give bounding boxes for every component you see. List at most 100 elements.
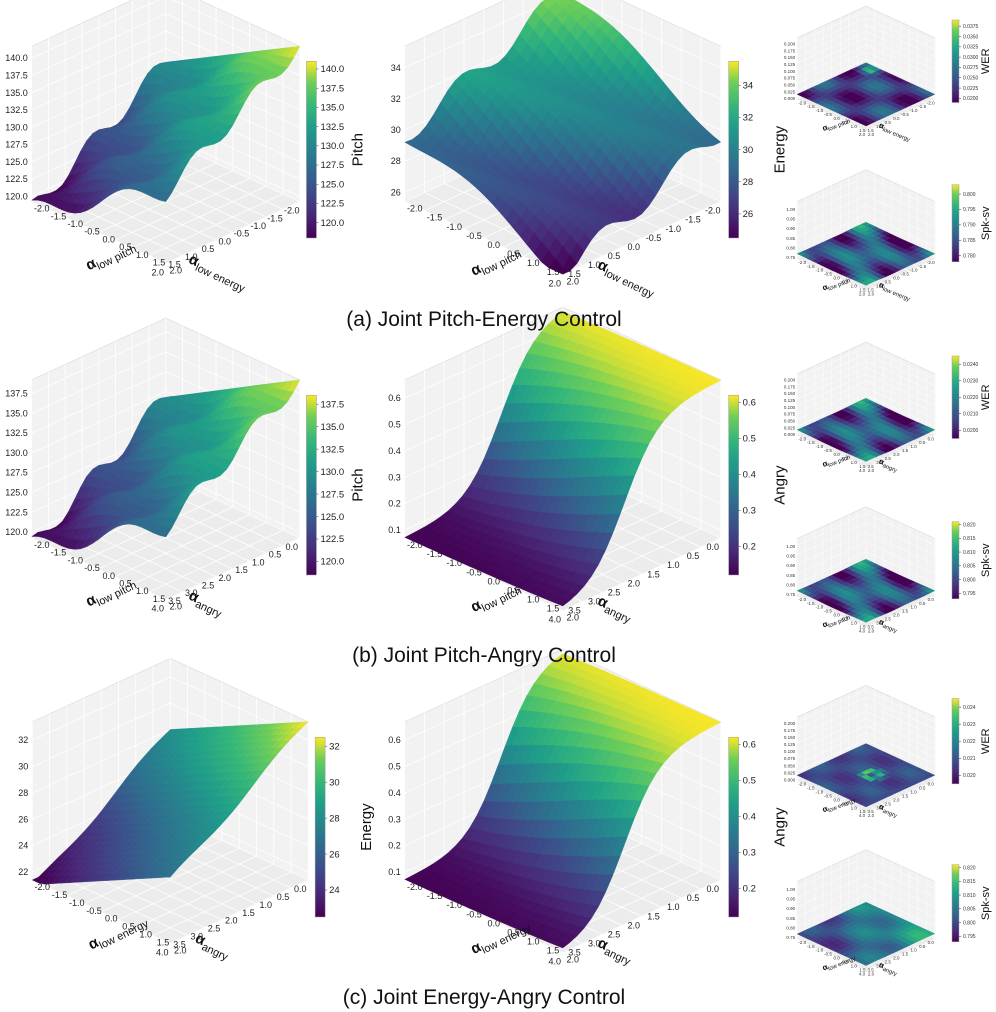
z-tick-label: 0.050 bbox=[784, 83, 796, 88]
colorbar-tick-label: 0.2 bbox=[743, 883, 756, 894]
colorbar-tick-label: 0.6 bbox=[743, 398, 756, 409]
x-tick-label: 1.5 bbox=[902, 952, 909, 957]
plot-b_angry: 0.00.51.01.52.02.53.03.54.0 2.01.51.00.50… bbox=[388, 306, 789, 627]
x-tick-label: 2.0 bbox=[225, 916, 238, 926]
plot-a_spk: -2.0-1.5-1.0-0.50.00.51.01.52.0 2.01.51.0… bbox=[786, 169, 992, 303]
z-tick-label: 0.125 bbox=[784, 62, 796, 67]
x-tick-label: 0.5 bbox=[687, 893, 700, 903]
colorbar-tick-label: 0.4 bbox=[743, 470, 756, 481]
z-tick-label: 34 bbox=[391, 63, 401, 73]
x-tick-label: 1.0 bbox=[667, 560, 680, 570]
colorbar-tick-label: 0.0350 bbox=[963, 34, 979, 40]
x-tick-label: 0.0 bbox=[928, 436, 935, 441]
z-tick-label: 125.0 bbox=[5, 488, 28, 498]
colorbar-tick-label: 0.0230 bbox=[963, 379, 979, 385]
z-tick-label: 0.90 bbox=[786, 226, 795, 231]
z-tick-label: 0.175 bbox=[784, 728, 796, 733]
y-tick-label: 0.0 bbox=[833, 797, 840, 802]
x-tick-label: 0.5 bbox=[269, 550, 282, 560]
y-tick-label: -1.5 bbox=[427, 891, 443, 901]
y-tick-label: -2.0 bbox=[798, 597, 806, 602]
colorbar-tick-label: 0.795 bbox=[963, 934, 976, 940]
plot-c_spk: 0.00.51.01.52.02.53.03.54.0 2.01.51.00.50… bbox=[786, 849, 992, 978]
x-tick-label: 1.5 bbox=[902, 609, 909, 614]
colorbar-tick-label: 0.790 bbox=[963, 223, 976, 229]
colorbar-tick-label: 127.5 bbox=[320, 489, 344, 500]
z-tick-label: 0.95 bbox=[786, 217, 795, 222]
x-tick-label: 1.0 bbox=[588, 260, 601, 270]
y-tick-label: 1.0 bbox=[851, 964, 858, 969]
colorbar-label: WER bbox=[980, 384, 992, 410]
colorbar-tick-label: 0.3 bbox=[743, 847, 756, 858]
y-tick-label: 2.0 bbox=[174, 946, 187, 956]
x-tick-label: 1.0 bbox=[910, 948, 917, 953]
z-tick-label: 1.00 bbox=[786, 207, 795, 212]
colorbar-tick-label: 0.820 bbox=[963, 865, 976, 871]
x-tick-label: 0.0 bbox=[928, 782, 935, 787]
z-tick-label: 140.0 bbox=[5, 53, 28, 63]
z-tick-label: 122.5 bbox=[5, 174, 28, 184]
x-axis-sub: angry bbox=[881, 808, 897, 819]
x-tick-label: 1.5 bbox=[902, 793, 909, 798]
colorbar-tick-label: 132.5 bbox=[320, 444, 344, 455]
colorbar-tick-label: 0.805 bbox=[963, 907, 976, 913]
plot-c_wer: 0.00.51.01.52.02.53.03.54.0 2.01.51.00.50… bbox=[784, 684, 992, 820]
x-tick-label: -2.0 bbox=[927, 100, 935, 105]
y-tick-label: -2.0 bbox=[34, 204, 50, 214]
colorbar-tick-label: 0.020 bbox=[963, 773, 976, 779]
colorbar-tick-label: 0.0325 bbox=[963, 45, 979, 51]
x-tick-label: 0.5 bbox=[277, 892, 290, 902]
z-tick-label: 0.4 bbox=[388, 446, 401, 456]
y-tick-label: 1.0 bbox=[527, 595, 540, 605]
x-axis-sub: angry bbox=[200, 941, 230, 964]
y-tick-label: 0.0 bbox=[833, 613, 840, 618]
colorbar-label: Spk-sv bbox=[980, 886, 992, 920]
x-axis-sub: angry bbox=[881, 463, 897, 474]
colorbar bbox=[951, 184, 960, 263]
z-tick-label: 0.4 bbox=[388, 788, 401, 798]
colorbar-tick-label: 0.0200 bbox=[963, 428, 979, 434]
z-tick-label: 26 bbox=[391, 187, 401, 197]
y-tick-label: -1.5 bbox=[807, 440, 815, 445]
y-tick-label: -0.5 bbox=[466, 231, 482, 241]
colorbar-label: Pitch bbox=[349, 468, 366, 501]
colorbar-tick-label: 0.0225 bbox=[963, 86, 979, 92]
x-tick-label: 4.0 bbox=[549, 615, 562, 625]
y-tick-label: 2.0 bbox=[868, 132, 875, 137]
x-tick-label: -2.0 bbox=[284, 206, 300, 216]
colorbar-tick-label: 0.815 bbox=[963, 879, 976, 885]
x-tick-label: 2.5 bbox=[208, 924, 221, 934]
colorbar-tick-label: 0.2 bbox=[743, 541, 756, 552]
z-tick-label: 0.175 bbox=[784, 384, 796, 389]
z-tick-label: 0.95 bbox=[786, 554, 795, 559]
surface-a_pitch bbox=[31, 45, 301, 214]
colorbar-tick-label: 26 bbox=[743, 209, 754, 220]
z-tick-label: 132.5 bbox=[5, 105, 28, 115]
z-tick-label: 0.100 bbox=[784, 405, 796, 410]
y-tick-label: -2.0 bbox=[407, 204, 423, 214]
x-tick-label: 1.0 bbox=[252, 557, 265, 567]
x-tick-label: 1.0 bbox=[876, 124, 883, 129]
y-tick-label: 1.5 bbox=[859, 128, 866, 133]
y-tick-label: 2.0 bbox=[567, 955, 580, 965]
y-axis-alpha: α bbox=[821, 123, 829, 133]
y-tick-label: -1.5 bbox=[427, 213, 443, 223]
colorbar-tick-label: 122.5 bbox=[320, 534, 344, 545]
x-tick-label: 1.5 bbox=[867, 128, 874, 133]
y-tick-label: 0.0 bbox=[833, 452, 840, 457]
y-tick-label: -1.5 bbox=[807, 786, 815, 791]
colorbar-label: Spk-sv bbox=[980, 543, 992, 577]
z-tick-label: 0.025 bbox=[784, 425, 796, 430]
y-tick-label: -2.0 bbox=[34, 540, 50, 550]
x-axis-alpha: α bbox=[878, 121, 886, 131]
z-tick-label: 0.85 bbox=[786, 573, 795, 578]
y-tick-label: -1.0 bbox=[447, 558, 463, 568]
z-tick-label: 0.125 bbox=[784, 742, 796, 747]
x-tick-label: 1.0 bbox=[910, 789, 917, 794]
x-tick-label: -1.0 bbox=[251, 221, 267, 231]
y-tick-label: -1.0 bbox=[816, 268, 824, 273]
x-axis-sub: angry bbox=[602, 604, 632, 627]
colorbar bbox=[306, 61, 317, 239]
colorbar-tick-label: 122.5 bbox=[320, 199, 344, 210]
x-axis-sub: angry bbox=[602, 946, 632, 969]
